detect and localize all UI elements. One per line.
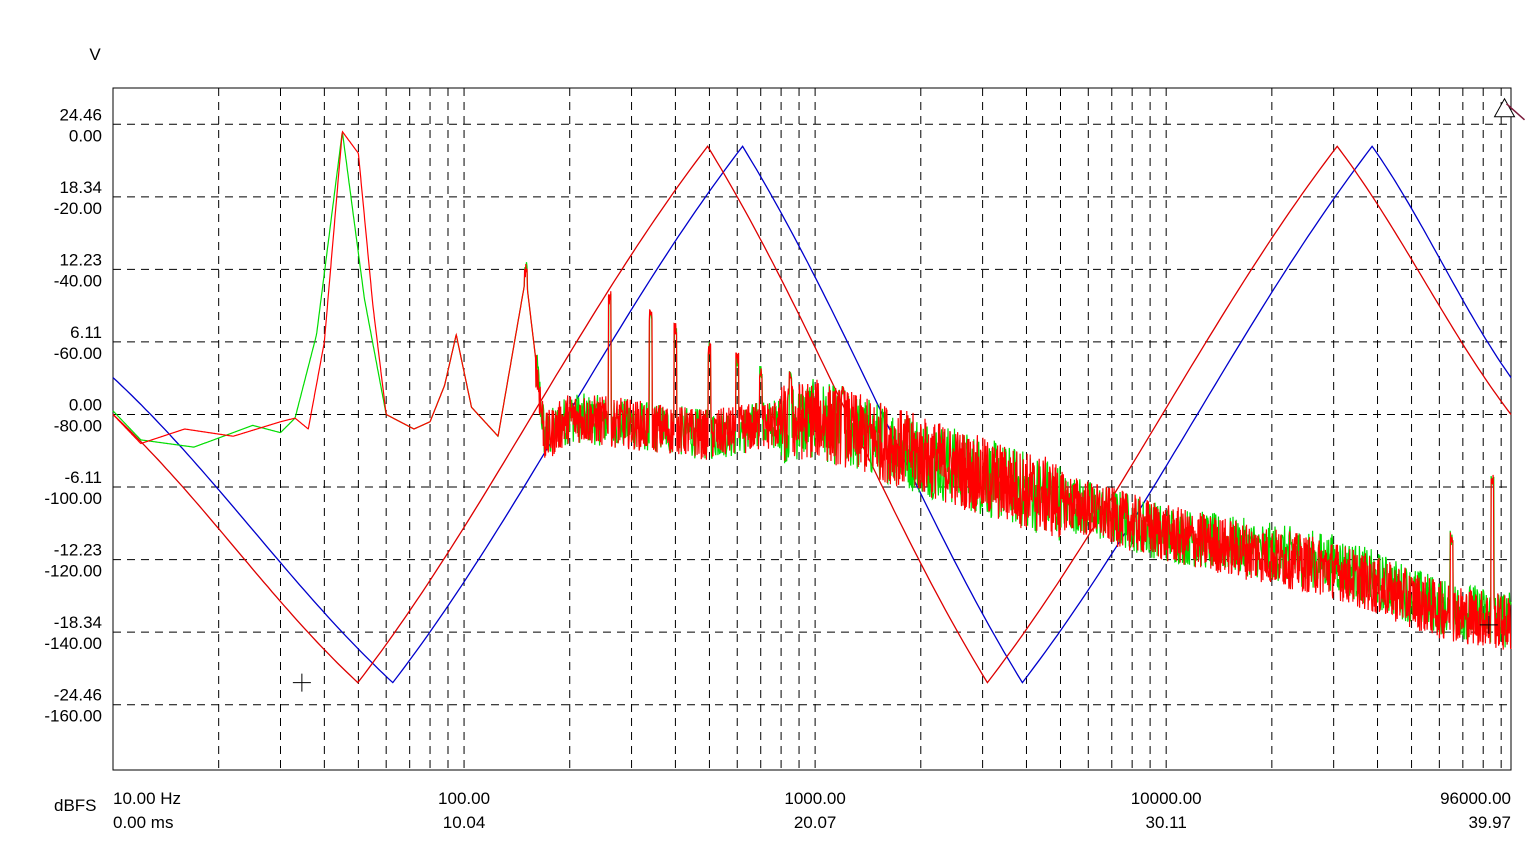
triangle-marker-tail bbox=[1506, 103, 1526, 121]
cursor-cross-marker bbox=[1479, 615, 1498, 634]
y-tick-label-volts: 18.34 bbox=[59, 178, 102, 197]
cursor-cross-marker bbox=[292, 673, 311, 692]
x-tick-label-time: 20.07 bbox=[794, 813, 837, 832]
y-tick-label-dbfs: -100.00 bbox=[44, 489, 102, 508]
x-axis-unit-label: dBFS bbox=[54, 796, 97, 815]
y-tick-label-dbfs: -20.00 bbox=[54, 199, 102, 218]
y-tick-label-volts: -12.23 bbox=[54, 541, 102, 560]
x-tick-label-freq: 96000.00 bbox=[1440, 789, 1511, 808]
x-tick-label-freq: 10.00 Hz bbox=[113, 789, 181, 808]
x-tick-label-time: 0.00 ms bbox=[113, 813, 173, 832]
y-axis-unit-label: V bbox=[89, 45, 101, 64]
x-tick-label-time: 10.04 bbox=[443, 813, 486, 832]
y-axis-labels: 24.46 0.00 18.34 -20.00 12.23 -40.00 6.11 -60.0… bbox=[44, 105, 102, 725]
y-tick-label-volts: 6.11 bbox=[70, 323, 102, 342]
y-tick-label-volts: 24.46 bbox=[59, 105, 102, 124]
x-tick-label-freq: 100.00 bbox=[438, 789, 490, 808]
y-tick-label-dbfs: -40.00 bbox=[54, 271, 102, 290]
y-tick-label-volts: 0.00 bbox=[69, 395, 102, 414]
plot-frame bbox=[112, 87, 1512, 771]
markers bbox=[292, 97, 1526, 692]
y-tick-label-dbfs: -120.00 bbox=[44, 562, 102, 581]
y-tick-label-volts: -18.34 bbox=[54, 613, 102, 632]
series-line-spectrum bbox=[112, 132, 1512, 648]
y-tick-label-dbfs: -140.00 bbox=[44, 634, 102, 653]
series-layer bbox=[112, 130, 1512, 684]
y-tick-label-volts: -24.46 bbox=[54, 686, 102, 705]
x-tick-label-freq: 1000.00 bbox=[784, 789, 845, 808]
series-line-spectrum bbox=[112, 130, 1512, 650]
y-tick-label-dbfs: -80.00 bbox=[54, 416, 102, 435]
x-tick-label-freq: 10000.00 bbox=[1131, 789, 1202, 808]
y-tick-label-dbfs: -60.00 bbox=[54, 344, 102, 363]
x-tick-label-time: 39.97 bbox=[1468, 813, 1511, 832]
x-tick-label-time: 30.11 bbox=[1146, 813, 1187, 832]
y-tick-label-volts: -6.11 bbox=[65, 468, 103, 487]
y-tick-label-volts: 12.23 bbox=[59, 250, 102, 269]
triangle-marker bbox=[1493, 97, 1516, 118]
x-axis-labels: 10.00 Hz 0.00 ms 100.00 10.04 1000.00 20.07 10… bbox=[113, 789, 1511, 832]
y-tick-label-dbfs: 0.00 bbox=[69, 126, 102, 145]
y-tick-label-dbfs: -160.00 bbox=[44, 707, 102, 726]
